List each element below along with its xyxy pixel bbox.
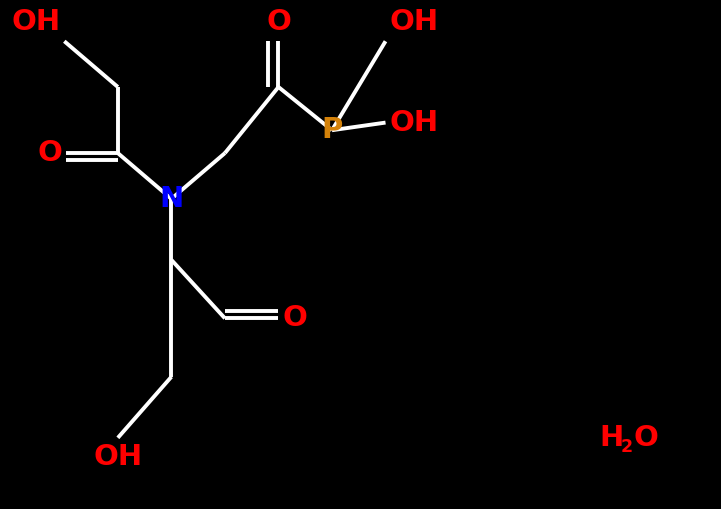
Text: 2: 2	[621, 438, 633, 456]
Text: H: H	[600, 424, 624, 452]
Text: O: O	[266, 8, 291, 36]
Text: N: N	[159, 185, 184, 213]
Text: OH: OH	[389, 108, 438, 136]
Text: O: O	[282, 304, 307, 332]
Text: O: O	[37, 139, 62, 167]
Text: OH: OH	[93, 443, 143, 471]
Text: OH: OH	[12, 8, 61, 36]
Text: P: P	[322, 116, 342, 144]
Text: O: O	[634, 424, 659, 452]
Text: OH: OH	[389, 8, 438, 36]
